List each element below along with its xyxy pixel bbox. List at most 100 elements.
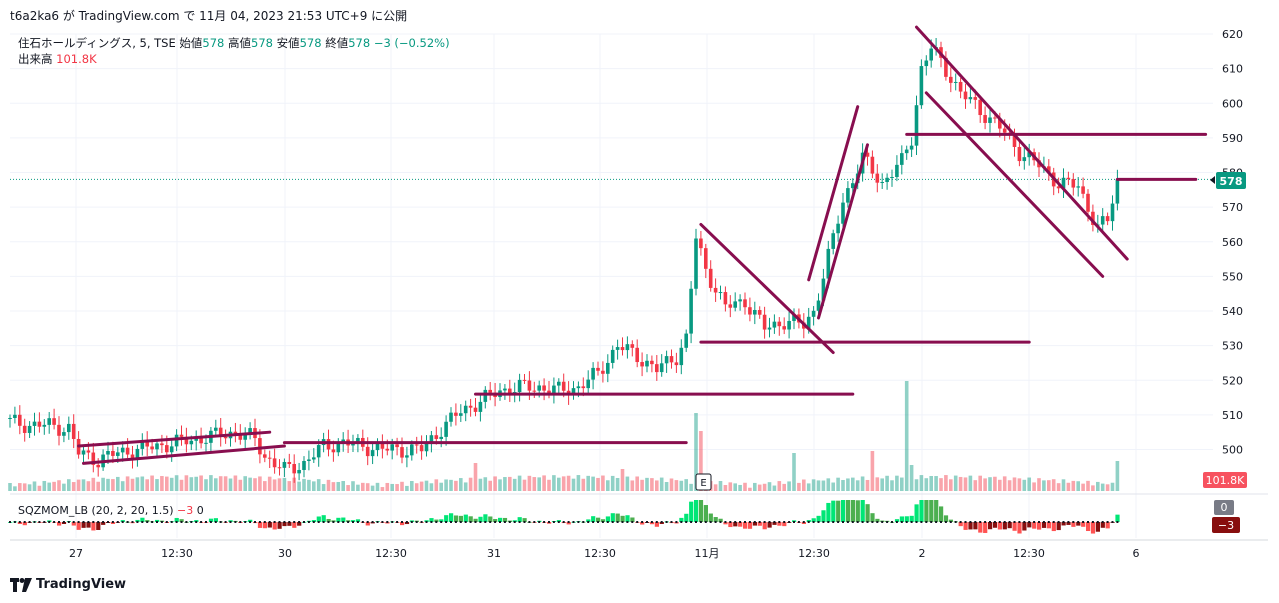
indicator-name[interactable]: SQZMOM_LB (20, 2, 20, 1.5) — [18, 504, 174, 517]
candle-body — [71, 423, 76, 439]
candle-body — [81, 450, 86, 455]
volume-bar — [792, 453, 796, 491]
volume-bar — [1105, 484, 1110, 491]
sqz-dot — [450, 521, 452, 523]
sqz-bar — [326, 518, 331, 522]
volume-bar — [454, 480, 458, 491]
sqz-dot — [254, 521, 256, 523]
volume-bar — [802, 479, 806, 491]
candle-body — [1076, 186, 1080, 188]
sqz-dot — [18, 521, 21, 523]
sqz-bar — [341, 517, 346, 522]
volume-bar — [52, 481, 56, 491]
candle-body — [96, 464, 100, 468]
sqz-bar — [473, 518, 478, 522]
sqz-dot — [616, 521, 619, 523]
candle-body — [130, 454, 135, 460]
volume-bar — [174, 475, 179, 491]
volume-bar — [625, 476, 630, 491]
sqz-bar — [96, 522, 101, 530]
sqz-dot — [1101, 521, 1104, 523]
sqz-bar — [973, 522, 978, 530]
price-axis: 500510520530540550560570580590600610620 — [1222, 28, 1243, 457]
volume-bar — [738, 484, 742, 491]
sqz-bar — [449, 513, 454, 522]
sqz-dot — [1106, 521, 1109, 523]
sqz-bar — [865, 504, 870, 522]
volume-bar — [1042, 480, 1046, 491]
sqz-dot — [126, 521, 129, 523]
sqz-dot — [842, 521, 844, 523]
sqz-dot — [567, 521, 570, 523]
sqz-dot — [1047, 521, 1050, 523]
symbol-name[interactable]: 住石ホールディングス, 5, TSE — [18, 36, 176, 50]
sqz-dot — [533, 521, 536, 523]
sqz-bar — [988, 522, 993, 530]
candle-body — [851, 183, 855, 189]
volume-bar — [145, 479, 149, 491]
volume-bar — [777, 481, 782, 491]
sqz-bar — [91, 522, 96, 531]
candle-body — [659, 363, 664, 373]
volume-bar — [860, 476, 865, 491]
sqz-dot — [175, 521, 178, 523]
candle-body — [787, 320, 791, 330]
sqz-dot — [28, 521, 31, 523]
candle-body — [532, 390, 537, 392]
candle-body — [449, 412, 453, 422]
candle-body — [895, 164, 899, 177]
time-tick-label: 12:30 — [375, 547, 407, 560]
volume-bar — [542, 475, 546, 491]
sqz-bar — [743, 522, 748, 529]
volume-bar — [71, 482, 76, 491]
sqz-dot — [459, 521, 462, 523]
volume-bar — [292, 477, 296, 491]
sqz-bar — [620, 515, 625, 522]
candle-body — [1027, 152, 1031, 158]
sqz-bar — [821, 510, 826, 522]
sqz-dot — [969, 521, 972, 523]
price-tick-label: 560 — [1222, 236, 1243, 249]
volume-bar — [723, 485, 728, 491]
sqz-bar — [943, 515, 949, 522]
footer-brand[interactable]: TradingView — [10, 577, 126, 592]
earnings-event-box[interactable] — [695, 473, 712, 491]
sqz-bar — [968, 522, 973, 530]
sqz-dot — [577, 521, 580, 523]
sqz-dot — [303, 521, 305, 523]
sqz-bar — [762, 522, 767, 530]
candle-body — [1091, 211, 1095, 225]
volume-bar — [498, 479, 502, 491]
sqz-dot — [959, 521, 962, 523]
earnings-event-marker[interactable]: E — [695, 473, 712, 491]
volume-bar — [459, 478, 463, 491]
candle-body — [13, 414, 17, 418]
sqz-dot — [695, 521, 697, 523]
time-tick-label: 27 — [69, 547, 83, 560]
sqz-dot — [935, 521, 938, 523]
sqz-bar — [1095, 522, 1100, 532]
sqz-bar — [429, 518, 434, 522]
sqz-bar — [57, 522, 62, 526]
sqz-dot — [508, 521, 511, 523]
candle-body — [282, 461, 287, 468]
sqz-dot — [1072, 521, 1075, 523]
volume-bar — [199, 475, 203, 491]
volume-bar — [767, 482, 772, 491]
sqz-value-badge: −3 — [1212, 517, 1240, 533]
sqz-dot — [258, 521, 261, 523]
volume-bar — [968, 475, 973, 491]
volume-bar — [753, 482, 757, 491]
sqz-bar — [747, 522, 753, 529]
candle-body — [429, 435, 434, 443]
volume-bar — [414, 483, 419, 491]
volume-bar — [669, 478, 674, 491]
sqz-bar — [321, 515, 326, 522]
sqz-bar — [772, 522, 777, 525]
sqz-dot — [1077, 521, 1080, 523]
low-label: 安値 — [276, 36, 300, 50]
volume-bar — [218, 476, 223, 491]
candle-body — [150, 446, 154, 450]
candle-body — [669, 356, 674, 363]
volume-bar — [664, 481, 669, 491]
